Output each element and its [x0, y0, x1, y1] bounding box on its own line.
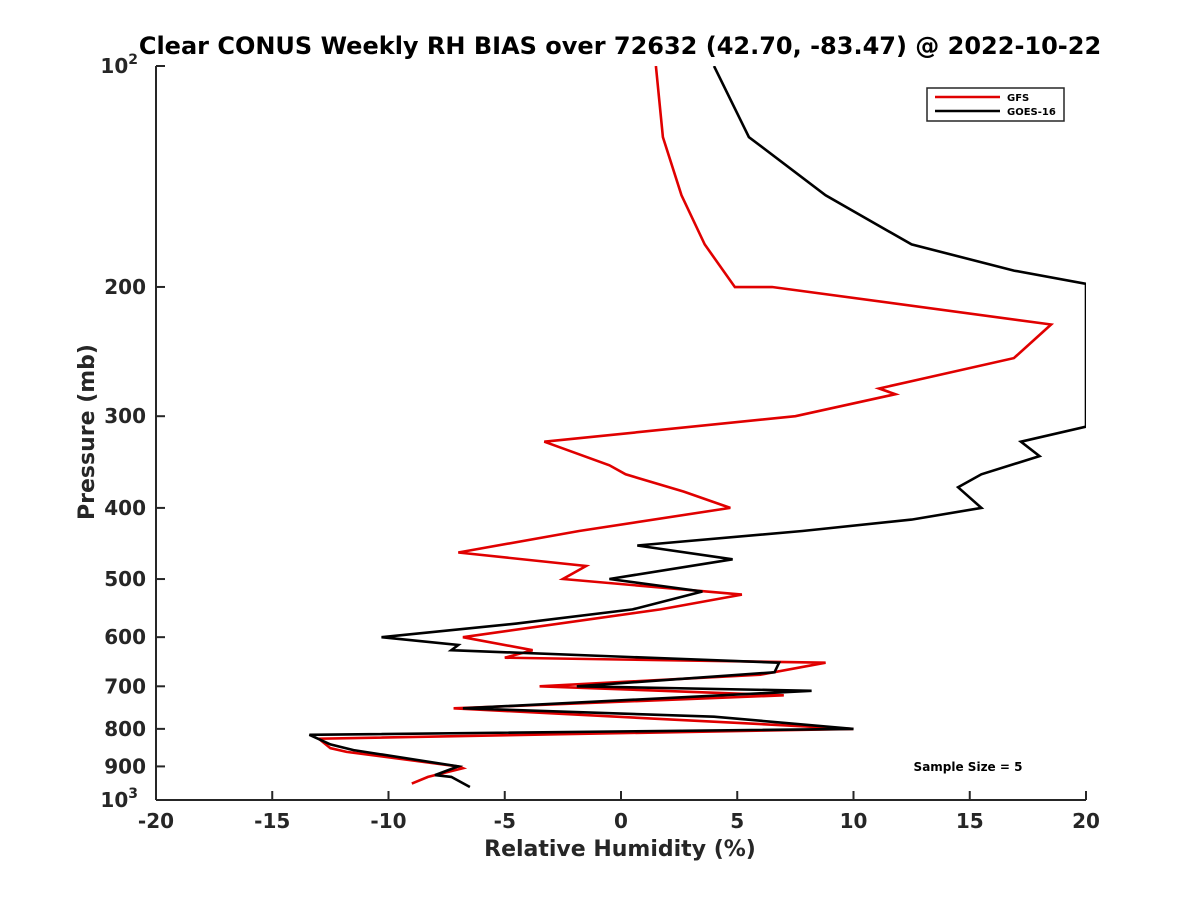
legend-label: GFS — [1007, 93, 1029, 104]
legend-label: GOES-16 — [1007, 107, 1056, 118]
y-tick-label: 200 — [104, 275, 146, 299]
x-tick-label: 15 — [956, 809, 984, 833]
x-tick-label: -10 — [370, 809, 406, 833]
x-tick-label: 20 — [1072, 809, 1100, 833]
y-tick-label: 102 — [100, 52, 138, 78]
x-tick-label: 5 — [730, 809, 744, 833]
series-line-goes-16 — [308, 66, 1086, 789]
y-axis-ticks: 102 200 300 400 500 600 700 800 900 103 — [100, 52, 165, 812]
chart-title: Clear CONUS Weekly RH BIAS over 72632 (4… — [139, 32, 1101, 60]
x-tick-label: -15 — [254, 809, 290, 833]
y-tick-label: 400 — [104, 496, 146, 520]
y-tick-label: 700 — [104, 674, 146, 698]
sample-size-annotation: Sample Size = 5 — [914, 760, 1023, 774]
plot-area: -20 -15 -10 -5 0 5 10 15 20 102 200 300 400 500 600 70… — [100, 52, 1100, 833]
x-axis-ticks: -20 -15 -10 -5 0 5 10 15 20 — [138, 791, 1100, 833]
x-tick-label: -20 — [138, 809, 174, 833]
legend-box — [926, 87, 1065, 122]
y-tick-label: 800 — [104, 717, 146, 741]
y-axis-label: Pressure (mb) — [75, 344, 100, 520]
x-axis-label: Relative Humidity (%) — [484, 837, 756, 862]
y-tick-label: 300 — [104, 404, 146, 428]
x-tick-label: 10 — [840, 809, 868, 833]
x-tick-label: 0 — [614, 809, 628, 833]
series-layer — [308, 66, 1086, 789]
legend: GFS GOES-16 — [926, 87, 1065, 122]
y-tick-label: 500 — [104, 567, 146, 591]
y-tick-label: 600 — [104, 625, 146, 649]
y-tick-label: 900 — [104, 754, 146, 778]
y-tick-label: 103 — [100, 786, 138, 812]
x-tick-label: -5 — [494, 809, 516, 833]
series-line-gfs — [315, 66, 1055, 785]
